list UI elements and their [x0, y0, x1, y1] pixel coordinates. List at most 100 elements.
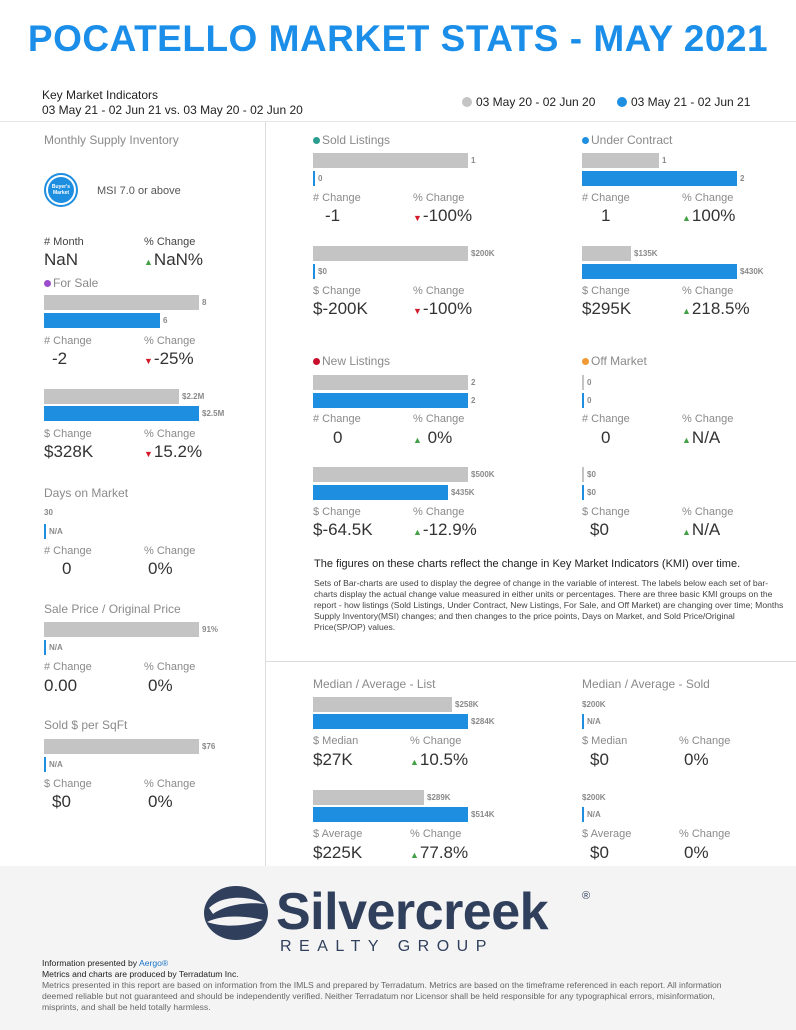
list-median-pct-label: % Change	[410, 735, 462, 747]
sold-dollar-current-label: $0	[318, 267, 327, 276]
sold-median-current-bar	[582, 714, 584, 729]
dom-title: Days on Market	[44, 486, 129, 500]
msi-num-label: # Month	[44, 236, 84, 248]
down-arrow-icon: ▼	[144, 356, 153, 366]
new-listings-dollar-prior-bar	[313, 467, 468, 482]
under-contract-dollar-pct-value: ▲218.5%	[682, 299, 750, 318]
new-listings-count-chg-label: # Change	[313, 413, 361, 425]
list-median-chg-value: $27K	[313, 750, 353, 769]
notes-lead: The figures on these charts reflect the …	[314, 558, 741, 570]
msi-pct-value: ▲NaN%	[144, 250, 204, 269]
list-average-chg-value: $225K	[313, 843, 363, 862]
off-market-count-chg-value: 0	[601, 428, 611, 447]
new-listings-count-prior-bar	[313, 375, 468, 390]
sold-count-prior-bar	[313, 153, 468, 168]
list-average-prior-bar	[313, 790, 424, 805]
down-arrow-icon: ▼	[413, 213, 422, 223]
dom-pct-value: 0%	[148, 559, 173, 578]
sold-count-pct-value: ▼-100%	[413, 206, 473, 225]
up-arrow-icon: ▲	[682, 213, 691, 223]
off-market-dollar-prior-label: $0	[587, 470, 596, 479]
under-contract-dollar-pct-label: % Change	[682, 285, 734, 297]
sold-count-chg-value: -1	[325, 206, 341, 225]
list-price-title: Median / Average - List	[313, 677, 436, 691]
new-listings-count-pct-value: ▲ 0%	[413, 428, 453, 447]
sold-median-prior-label: $200K	[582, 700, 606, 709]
list-median-chg-label: $ Median	[313, 735, 359, 747]
off-market-title: Off Market	[582, 354, 647, 368]
sqft-pct-value: 0%	[148, 792, 173, 811]
dom-current-label: N/A	[49, 527, 63, 536]
list-average-prior-label: $289K	[427, 793, 451, 802]
off-market-count-pct-label: % Change	[682, 413, 734, 425]
sold-dollar-chg-label: $ Change	[313, 285, 361, 297]
sp-op-pct-value: 0%	[148, 676, 173, 695]
sold-dollar-pct-value: ▼-100%	[413, 299, 473, 318]
legend-current-label: 03 May 21 - 02 Jun 21	[631, 95, 751, 109]
for-sale-dollar-chg-value: $328K	[44, 442, 94, 461]
off-market-dollar-pct-value: ▲N/A	[682, 520, 721, 539]
sold-average-prior-label: $200K	[582, 793, 606, 802]
under-contract-count-chg-label: # Change	[582, 192, 630, 204]
legend-prior-swatch	[462, 97, 472, 107]
sqft-current-label: N/A	[49, 760, 63, 769]
for-sale-dollar-current-label: $2.5M	[202, 409, 225, 418]
kmi-header: Key Market Indicators 03 May 21 - 02 Jun…	[42, 88, 303, 118]
sold-count-prior-label: 1	[471, 156, 476, 165]
sold-median-chg-value: $0	[590, 750, 609, 769]
for-sale-count-prior-label: 8	[202, 298, 207, 307]
off-market-dollar-prior-bar	[582, 467, 584, 482]
aergo-link[interactable]: Aergo®	[138, 958, 169, 968]
sold-dot-icon	[313, 136, 320, 144]
sold-dollar-current-bar	[313, 264, 315, 279]
kmi-range: 03 May 21 - 02 Jun 21 vs. 03 May 20 - 02…	[42, 103, 303, 117]
sqft-prior-bar	[44, 739, 199, 754]
new-listings-count-prior-label: 2	[471, 378, 476, 387]
new-listings-dollar-chg-label: $ Change	[313, 506, 361, 518]
list-median-current-bar	[313, 714, 468, 729]
off-market-count-prior-label: 0	[587, 378, 592, 387]
list-average-current-label: $514K	[471, 810, 495, 819]
new-listings-dollar-current-bar	[313, 485, 448, 500]
new-listings-count-current-bar	[313, 393, 468, 408]
new-listings-count-current-label: 2	[471, 396, 476, 405]
sqft-chg-value: $0	[52, 792, 71, 811]
for-sale-dollar-prior-bar	[44, 389, 179, 404]
for-sale-count-current-label: 6	[163, 316, 168, 325]
dom-current-bar	[44, 524, 46, 539]
new-listings-count-chg-value: 0	[333, 428, 343, 447]
list-median-current-label: $284K	[471, 717, 495, 726]
sold-price-title: Median / Average - Sold	[582, 677, 710, 691]
under-contract-dollar-prior-bar	[582, 246, 631, 261]
msi-title: Monthly Supply Inventory	[44, 133, 179, 147]
up-arrow-icon: ▲	[410, 850, 419, 860]
footer-text: Information presented by Aergo® Metrics …	[42, 958, 752, 1013]
sqft-prior-label: $76	[202, 742, 216, 751]
sp-op-chg-label: # Change	[44, 661, 92, 673]
off-market-count-current-bar	[582, 393, 584, 408]
list-median-prior-bar	[313, 697, 452, 712]
list-average-chg-label: $ Average	[313, 828, 363, 840]
off-market-dollar-chg-value: $0	[590, 520, 609, 539]
legend-current: 03 May 21 - 02 Jun 21	[617, 95, 750, 109]
for-sale-dollar-current-bar	[44, 406, 199, 421]
legend-current-swatch	[617, 97, 627, 107]
sold-count-current-bar	[313, 171, 315, 186]
sp-op-prior-label: 91%	[202, 625, 219, 634]
sqft-pct-label: % Change	[144, 778, 196, 790]
dom-chg-label: # Change	[44, 545, 92, 557]
section-divider	[266, 661, 796, 662]
for-sale-dollar-chg-label: $ Change	[44, 428, 92, 440]
up-arrow-icon: ▲	[413, 435, 422, 445]
up-arrow-icon: ▲	[682, 435, 691, 445]
off-market-dollar-current-label: $0	[587, 488, 596, 497]
sold-count-current-label: 0	[318, 174, 323, 183]
for-sale-dollar-pct-label: % Change	[144, 428, 196, 440]
sold-median-pct-value: 0%	[684, 750, 709, 769]
sold-count-pct-label: % Change	[413, 192, 465, 204]
under-contract-count-pct-label: % Change	[682, 192, 734, 204]
sold-dollar-pct-label: % Change	[413, 285, 465, 297]
sp-op-prior-bar	[44, 622, 199, 637]
sp-op-current-bar	[44, 640, 46, 655]
off-market-count-pct-value: ▲N/A	[682, 428, 721, 447]
